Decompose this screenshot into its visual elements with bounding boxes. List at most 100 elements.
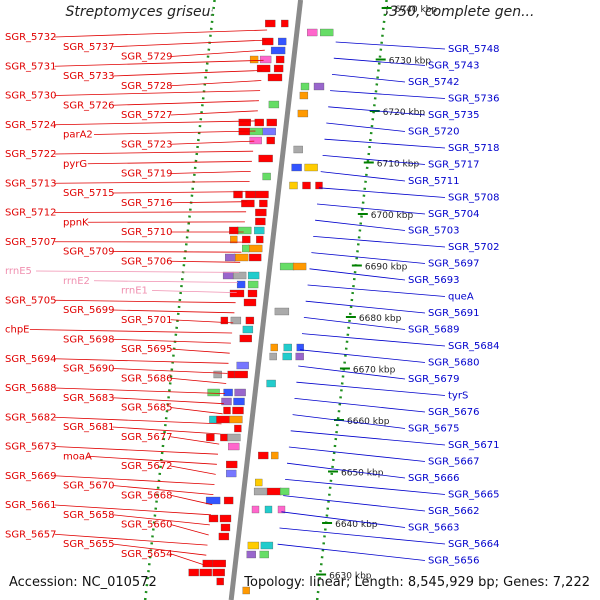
axis-tick-label: 6730 kbp	[389, 57, 432, 67]
gene-block	[229, 226, 239, 235]
gene-block	[219, 514, 232, 523]
left-gene-label: SGR_5694	[5, 354, 57, 365]
left-gene-label: SGR_5730	[5, 91, 57, 102]
gene-block	[246, 550, 256, 559]
right-leader-line	[305, 300, 426, 314]
gene-block	[300, 82, 310, 91]
left-leader-line	[87, 160, 252, 165]
left-gene-label: SGR_5669	[5, 471, 57, 482]
left-gene-label: SGR_5673	[5, 442, 57, 453]
left-gene-label: SGR_5690	[63, 364, 115, 375]
left-leader-line	[87, 455, 217, 465]
left-leader-line	[170, 140, 255, 145]
gene-block	[278, 37, 287, 46]
left-leader-line	[54, 29, 268, 38]
gene-block	[277, 505, 286, 514]
right-leader-line	[322, 155, 426, 165]
left-gene-label: moaA	[63, 451, 92, 462]
left-leader-line	[170, 49, 265, 57]
right-leader-line	[296, 381, 446, 396]
right-gene-label: SGR_5662	[428, 506, 480, 517]
gene-block	[255, 478, 263, 487]
left-leader-line	[54, 211, 247, 213]
left-leader-line	[54, 416, 222, 425]
accession-label: Accession: NC_010572	[9, 575, 157, 590]
right-leader-line	[301, 333, 446, 347]
gene-block	[254, 226, 265, 235]
left-gene-label: SGR_5737	[63, 42, 115, 53]
left-leader-line	[29, 329, 233, 334]
gene-block	[251, 505, 260, 514]
gene-block	[218, 532, 230, 541]
gene-block	[209, 415, 217, 424]
left-leader-line	[54, 504, 212, 516]
left-leader-line	[170, 319, 234, 324]
right-gene-label: SGR_5693	[408, 275, 460, 286]
left-leader-line	[170, 407, 223, 415]
left-leader-line	[170, 201, 248, 204]
gene-block	[262, 127, 276, 136]
gene-block	[227, 370, 235, 379]
gene-block	[279, 487, 290, 496]
gene-block	[212, 559, 226, 568]
gene-block	[243, 298, 257, 307]
right-leader-line	[298, 365, 406, 380]
right-leader-line	[313, 236, 446, 248]
right-leader-line	[307, 284, 446, 297]
gene-block	[249, 253, 262, 262]
right-gene-label: SGR_5656	[428, 556, 480, 567]
gene-block	[279, 262, 295, 271]
right-gene-label: SGR_5736	[448, 94, 500, 105]
gene-block	[281, 19, 289, 28]
track-left-border	[143, 0, 216, 600]
gene-block	[247, 541, 260, 550]
gene-block	[223, 496, 234, 505]
gene-block	[245, 190, 256, 199]
right-gene-label: SGR_5708	[448, 193, 500, 204]
gene-block	[232, 406, 244, 415]
gene-block	[225, 253, 236, 262]
gene-block	[239, 334, 252, 343]
left-gene-label: SGR_5731	[5, 61, 57, 72]
track-right-border	[315, 0, 388, 600]
right-leader-line	[277, 543, 426, 561]
right-leader-line	[288, 446, 426, 462]
gene-block	[255, 208, 267, 217]
left-leader-line	[54, 299, 236, 304]
right-leader-line	[330, 90, 446, 99]
axis-tick-label: 6660 kbp	[347, 417, 390, 427]
gene-block	[234, 424, 242, 433]
gene-block	[238, 118, 251, 127]
left-leader-line	[170, 377, 227, 384]
left-leader-line	[112, 485, 214, 495]
gene-block	[273, 64, 284, 73]
gene-block	[282, 352, 292, 361]
left-gene-label: SGR_5723	[121, 139, 173, 150]
left-gene-label: SGR_5658	[63, 510, 115, 521]
axis-tick-label: 6670 kbp	[353, 366, 396, 376]
gene-block	[236, 280, 246, 289]
gene-block	[213, 370, 222, 379]
right-gene-label: SGR_5718	[448, 143, 500, 154]
left-gene-label: SGR_5701	[121, 315, 173, 326]
right-leader-line	[326, 122, 406, 132]
right-leader-line	[333, 57, 426, 66]
left-leader-line	[170, 171, 251, 174]
left-gene-label: SGR_5682	[5, 412, 57, 423]
right-gene-label: SGR_5680	[428, 358, 480, 369]
left-leader-line	[93, 130, 256, 135]
gene-block	[234, 388, 246, 397]
left-gene-label: SGR_5722	[5, 149, 57, 160]
left-leader-line	[112, 338, 231, 344]
gene-block	[292, 262, 307, 271]
gene-block	[253, 487, 268, 496]
gene-block	[208, 514, 219, 523]
gene-block	[262, 37, 274, 46]
right-gene-label: SGR_5684	[448, 341, 500, 352]
left-gene-label: parA2	[63, 130, 93, 141]
left-leader-line	[54, 90, 261, 96]
gene-block	[269, 352, 277, 361]
gene-block	[216, 577, 224, 586]
right-leader-line	[292, 414, 406, 429]
axis-tick-label: 6700 kbp	[371, 211, 414, 221]
